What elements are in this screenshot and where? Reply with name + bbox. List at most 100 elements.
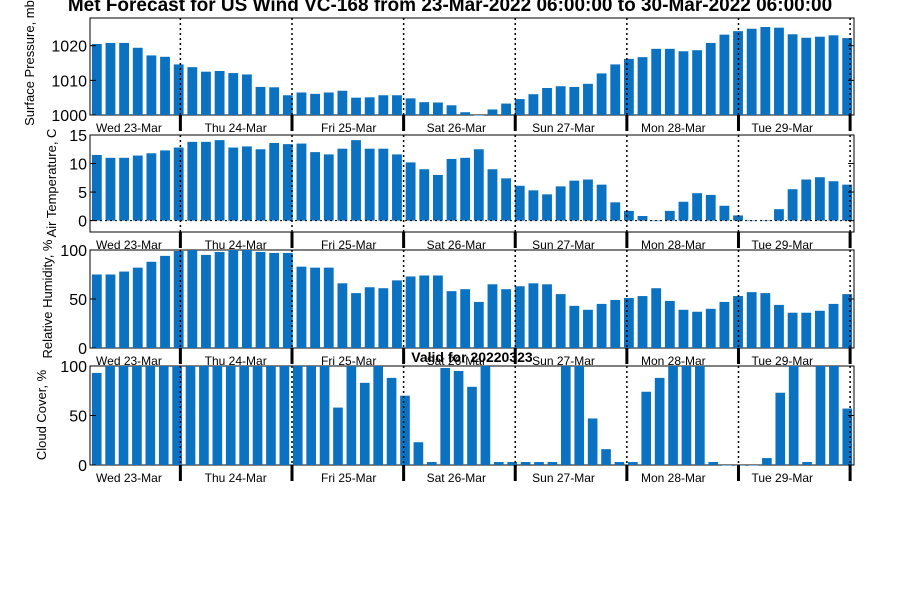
y-tick-label: 100 bbox=[60, 243, 87, 260]
bar bbox=[748, 465, 759, 466]
bar bbox=[610, 202, 621, 221]
x-tick-label: Mon 28-Mar bbox=[641, 121, 706, 135]
bar bbox=[160, 150, 170, 221]
bar bbox=[774, 27, 784, 116]
day-tick bbox=[513, 115, 517, 131]
bar bbox=[241, 250, 252, 348]
panel-4: 0 50 100 Wed 23-Mar Thu 24-Mar Fri 25-Mar Sat … bbox=[34, 359, 855, 485]
bar bbox=[583, 309, 593, 348]
bar bbox=[446, 158, 457, 221]
bar bbox=[187, 67, 198, 115]
bar bbox=[405, 162, 416, 221]
bar bbox=[637, 216, 648, 221]
y-tick-label: 0 bbox=[78, 214, 87, 231]
bar bbox=[815, 366, 826, 465]
bar bbox=[514, 99, 525, 115]
bar bbox=[296, 92, 307, 115]
bar bbox=[842, 38, 853, 116]
bar bbox=[364, 287, 375, 348]
bar bbox=[432, 102, 443, 115]
bar bbox=[378, 95, 389, 115]
bar bbox=[239, 366, 249, 465]
day-tick bbox=[848, 115, 852, 131]
bar bbox=[705, 194, 716, 221]
x-tick-label: Tue 29-Mar bbox=[751, 238, 813, 252]
day-tick bbox=[402, 115, 406, 131]
bar bbox=[623, 298, 634, 348]
bar bbox=[460, 289, 471, 348]
x-tick-label: Sat 26-Mar bbox=[427, 471, 486, 485]
bar bbox=[480, 366, 491, 465]
bar bbox=[269, 87, 280, 115]
bar bbox=[678, 201, 689, 221]
day-tick bbox=[625, 348, 629, 364]
bar bbox=[528, 190, 539, 221]
bar bbox=[187, 250, 198, 348]
bar bbox=[405, 276, 416, 348]
x-tick-label: Tue 29-Mar bbox=[751, 471, 813, 485]
bar bbox=[146, 55, 157, 115]
bar bbox=[654, 377, 665, 465]
bar bbox=[333, 407, 343, 465]
day-tick bbox=[178, 115, 182, 131]
bar bbox=[419, 275, 430, 348]
bar bbox=[351, 293, 361, 348]
day-tick bbox=[290, 232, 294, 248]
bar bbox=[542, 284, 552, 348]
bar bbox=[596, 73, 607, 115]
bar bbox=[528, 283, 539, 348]
day-tick bbox=[625, 465, 629, 481]
bar bbox=[201, 254, 211, 348]
bar bbox=[132, 267, 143, 348]
bar bbox=[432, 174, 443, 221]
bar bbox=[802, 462, 812, 465]
bar bbox=[473, 115, 484, 116]
day-tick bbox=[625, 115, 629, 131]
bar bbox=[547, 462, 558, 465]
day-tick bbox=[736, 348, 740, 364]
bar bbox=[323, 267, 334, 348]
x-tick-label: Sun 27-Mar bbox=[532, 238, 595, 252]
y-axis-label: Air Temperature, C bbox=[44, 129, 59, 238]
bar bbox=[185, 366, 196, 465]
bar bbox=[146, 153, 157, 221]
x-tick-label: Sat 26-Mar bbox=[427, 354, 486, 368]
bar bbox=[801, 179, 812, 221]
bar bbox=[473, 301, 484, 348]
bar bbox=[337, 148, 348, 221]
bar bbox=[400, 395, 410, 465]
bar bbox=[201, 71, 211, 115]
bar bbox=[569, 86, 580, 115]
valid-for-label: Valid for 20220323 bbox=[411, 349, 533, 365]
bar bbox=[419, 102, 430, 115]
bar bbox=[460, 112, 471, 115]
bar bbox=[555, 86, 566, 115]
bar bbox=[719, 205, 730, 221]
bar bbox=[310, 267, 321, 348]
x-tick-label: Fri 25-Mar bbox=[321, 354, 376, 368]
bar bbox=[623, 210, 634, 221]
bar bbox=[145, 366, 156, 465]
bar bbox=[614, 462, 625, 465]
x-tick-label: Wed 23-Mar bbox=[96, 238, 162, 252]
day-tick bbox=[290, 465, 294, 481]
bar bbox=[351, 140, 361, 221]
bar bbox=[160, 255, 170, 348]
bar bbox=[228, 73, 239, 115]
bar bbox=[596, 303, 607, 348]
bar bbox=[225, 366, 236, 465]
bar bbox=[692, 311, 703, 348]
bar bbox=[828, 181, 839, 221]
bar bbox=[91, 372, 102, 465]
bar bbox=[292, 366, 303, 465]
day-tick bbox=[178, 348, 182, 364]
bar bbox=[664, 210, 675, 221]
bar bbox=[501, 103, 512, 115]
y-tick-label: 1020 bbox=[51, 39, 87, 56]
bar bbox=[214, 71, 225, 115]
bar bbox=[678, 309, 689, 348]
bar bbox=[173, 64, 184, 115]
bar bbox=[386, 377, 397, 465]
bar bbox=[440, 367, 451, 465]
bar bbox=[801, 37, 812, 115]
